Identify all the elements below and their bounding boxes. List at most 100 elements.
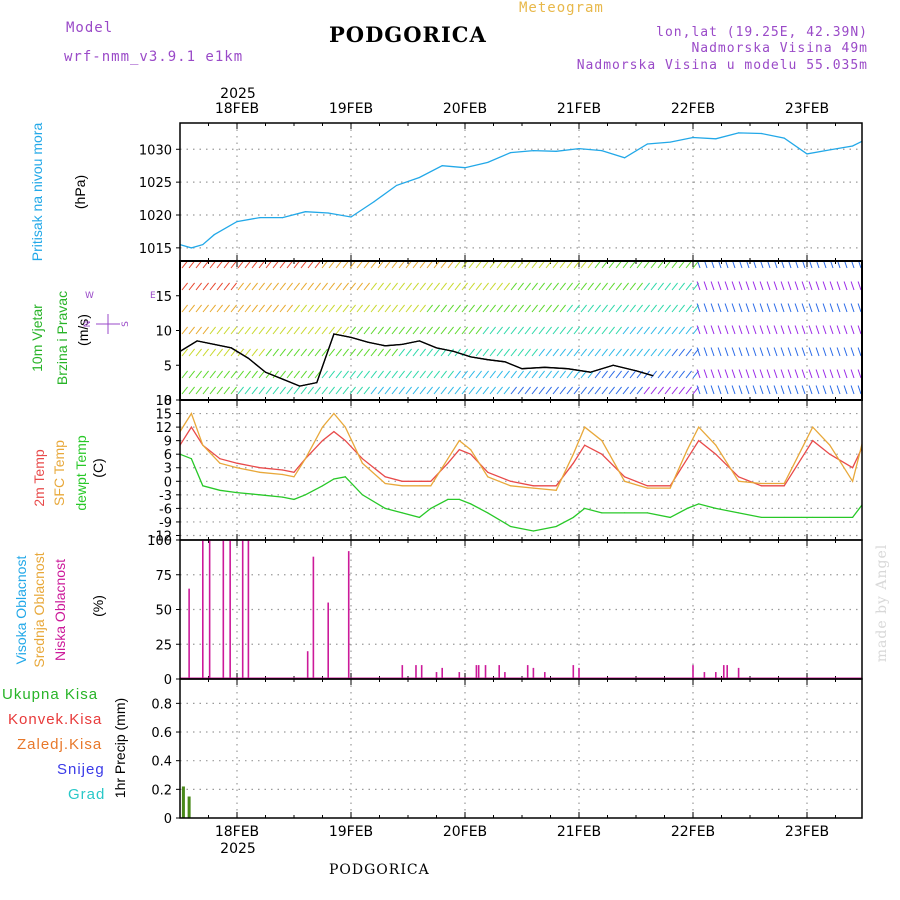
wind-barb [251, 326, 258, 335]
temp-point [852, 516, 854, 519]
wind-barb [335, 386, 342, 395]
wind-barb [503, 370, 510, 379]
wind-barb [195, 386, 202, 395]
wind-barb [510, 304, 517, 313]
temp-point [829, 444, 831, 446]
wind-barb [251, 370, 258, 379]
wind-barb [293, 282, 300, 291]
wind-barb [482, 386, 489, 395]
wind-barb [703, 325, 708, 335]
temp-point [572, 462, 574, 464]
wind-barb [573, 386, 580, 395]
wind-barb [815, 303, 820, 313]
wind-barb [671, 304, 678, 313]
cloud-bar [572, 665, 575, 679]
wind-barb [636, 261, 643, 269]
wind-barb [788, 261, 792, 269]
wind-barb [794, 281, 799, 291]
temp-point [304, 458, 306, 460]
wind-barb [503, 282, 510, 291]
wind-barb [482, 261, 489, 269]
wind-barb [745, 369, 750, 379]
wind-barb [787, 281, 792, 291]
wind-barb [237, 348, 244, 357]
wind-barb [717, 281, 722, 291]
wind-barb [363, 386, 370, 395]
wind-barb [801, 303, 806, 313]
wind-barb [650, 348, 657, 357]
wind-barb [752, 369, 757, 379]
wind-barb [678, 370, 685, 379]
temp-point [738, 512, 740, 514]
wind-barb [300, 261, 307, 269]
wind-barb [244, 370, 251, 379]
wind-barb [321, 370, 328, 379]
precip-bar [181, 786, 185, 818]
wind-barb [843, 369, 848, 379]
cloud-bar [722, 665, 725, 679]
wind-barb [454, 261, 461, 269]
wind-barb [188, 386, 195, 395]
wind-barb [664, 304, 671, 313]
wind-barb [524, 348, 531, 357]
wind-barb [314, 282, 321, 291]
wind-barb [822, 325, 827, 335]
wind-barb [307, 326, 314, 335]
wind-barb [265, 348, 272, 357]
wind-barb [398, 282, 405, 291]
wind-barb [566, 326, 573, 335]
wind-barb [405, 282, 412, 291]
wind-barb [503, 348, 510, 357]
temp-point [447, 498, 449, 500]
cloud-bar [241, 540, 244, 679]
pressure-point [532, 150, 535, 152]
temp-tick-label: 0 [164, 475, 172, 490]
wind-barb [482, 304, 489, 313]
wind-barb [209, 370, 216, 379]
wind-barb [802, 261, 806, 269]
temp-point [852, 480, 854, 482]
wind-barb [580, 261, 587, 269]
wind-barb [615, 386, 622, 395]
cloud-bar [498, 665, 500, 679]
wind-barb [766, 347, 771, 357]
wind-barb [503, 261, 510, 269]
wind-barb [615, 370, 622, 379]
wind-barb [496, 386, 503, 395]
wind-barb [696, 303, 701, 313]
wind-barb [552, 326, 559, 335]
wind-barb [475, 386, 482, 395]
precip-tick-label: 0 [164, 812, 172, 827]
legend-snijeg: Snijeg [57, 761, 105, 778]
wind-barb [489, 261, 496, 269]
wind-barb [531, 282, 538, 291]
wind-barb [258, 261, 265, 269]
wind-barb [552, 386, 559, 395]
wind-barb [244, 261, 251, 269]
wind-barb [731, 385, 736, 395]
wind-barb [384, 304, 391, 313]
wind-barb [475, 261, 482, 269]
wind-barb [265, 326, 272, 335]
wind-barb [650, 386, 657, 395]
wind-barb [216, 261, 223, 269]
temp-point [601, 453, 603, 455]
wind-barb [356, 326, 363, 335]
wind-barb [524, 326, 531, 335]
wind-barb [335, 282, 342, 291]
wind-barb [251, 261, 258, 269]
wind-barb [552, 261, 559, 269]
wind-barb [559, 370, 566, 379]
wind-barb [587, 304, 594, 313]
wind-barb [454, 304, 461, 313]
pressure-plot [180, 132, 862, 249]
wind-barb [258, 370, 265, 379]
wind-barb [573, 348, 580, 357]
wind-barb [426, 326, 433, 335]
wind-barb [829, 347, 834, 357]
bottom-day-label: 23FEB [785, 824, 829, 840]
wind-barb [237, 261, 244, 269]
wind-barb [517, 370, 524, 379]
wind-barb [202, 304, 209, 313]
